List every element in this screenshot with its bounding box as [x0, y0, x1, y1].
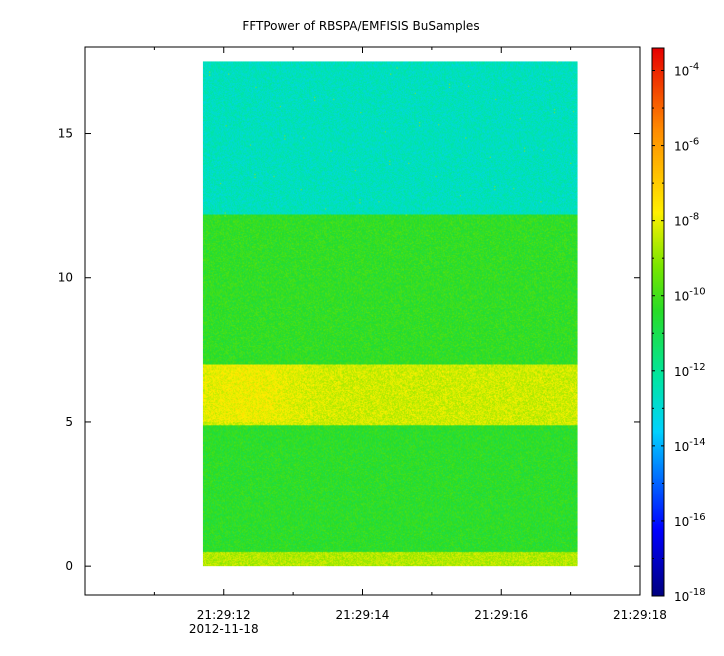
y-axis: 0 5 10 15 — [58, 127, 640, 573]
x-tick-label: 21:29:12 — [197, 608, 251, 622]
x-tick-date-label: 2012-11-18 — [189, 622, 259, 636]
spectrogram-image — [202, 61, 578, 567]
colorbar-tick-label: 10-12 — [674, 362, 706, 379]
colorbar-tick-label: 10-4 — [674, 62, 699, 79]
x-tick-label: 21:29:16 — [474, 608, 528, 622]
colorbar-tick-label: 10-18 — [674, 587, 706, 604]
colorbar-tick-label: 10-16 — [674, 512, 706, 529]
colorbar-frame — [651, 47, 665, 597]
colorbar-tick-label: 10-8 — [674, 212, 699, 229]
y-tick-label: 0 — [65, 559, 73, 573]
y-tick-label: 5 — [65, 415, 73, 429]
colorbar-tick-label: 10-14 — [674, 437, 706, 454]
colorbar-tick-label: 10-6 — [674, 137, 699, 154]
chart-title: FFTPower of RBSPA/EMFISIS BuSamples — [242, 19, 479, 33]
colorbar-tick-label: 10-10 — [674, 287, 706, 304]
x-tick-label: 21:29:14 — [336, 608, 390, 622]
y-tick-label: 15 — [58, 127, 73, 141]
y-tick-label: 10 — [58, 271, 73, 285]
x-tick-label: 21:29:18 — [613, 608, 667, 622]
colorbar — [652, 48, 664, 596]
